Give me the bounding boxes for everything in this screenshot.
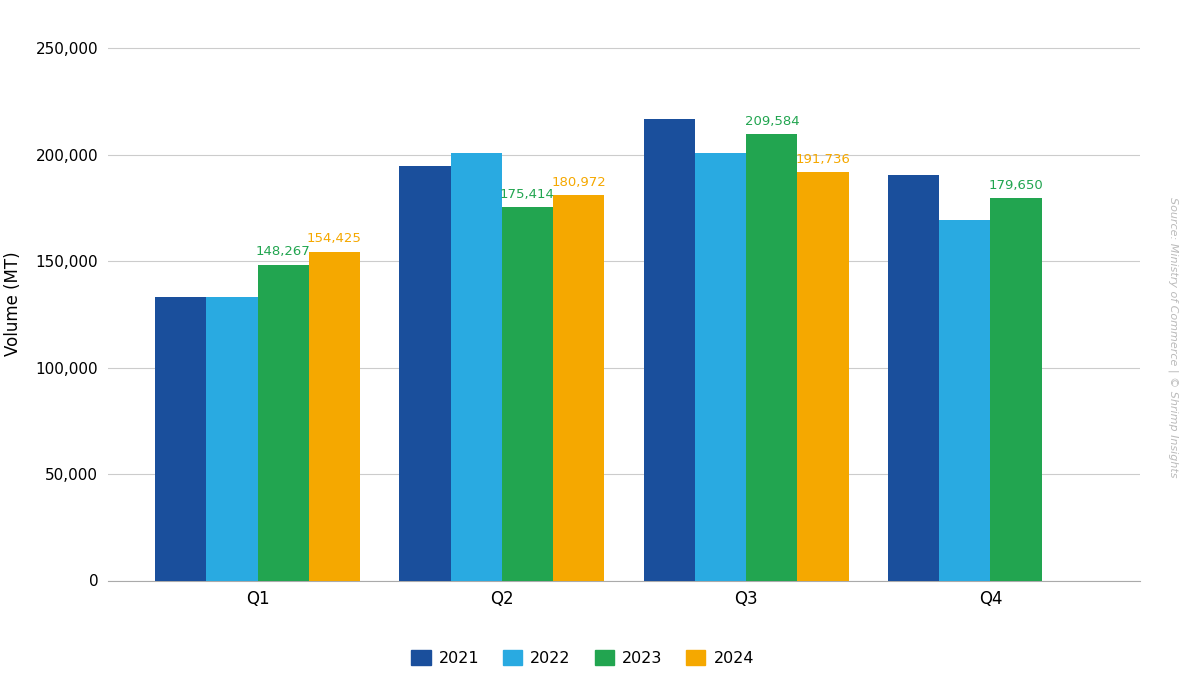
Bar [695,153,746,580]
Legend: 2021, 2022, 2023, 2024: 2021, 2022, 2023, 2024 [406,644,761,672]
Text: 209,584: 209,584 [744,115,799,128]
Bar [746,134,798,580]
Bar [258,265,308,580]
Text: 179,650: 179,650 [989,179,1044,192]
Text: 154,425: 154,425 [307,232,362,246]
Text: 148,267: 148,267 [256,246,311,259]
Bar [502,207,553,580]
Bar [643,119,695,580]
Text: 191,736: 191,736 [796,153,851,166]
Bar [155,298,206,580]
Bar [308,252,360,580]
Bar [553,195,605,580]
Bar [206,297,258,580]
Bar [888,175,940,580]
Bar [400,167,450,580]
Text: Source: Ministry of Commerce | © Shrimp Insights: Source: Ministry of Commerce | © Shrimp … [1169,197,1178,478]
Text: 180,972: 180,972 [552,176,606,189]
Bar [990,198,1042,580]
Text: 175,414: 175,414 [500,188,554,200]
Bar [798,172,848,580]
Bar [450,153,502,580]
Bar [940,219,990,580]
Y-axis label: Volume (MT): Volume (MT) [4,252,22,356]
